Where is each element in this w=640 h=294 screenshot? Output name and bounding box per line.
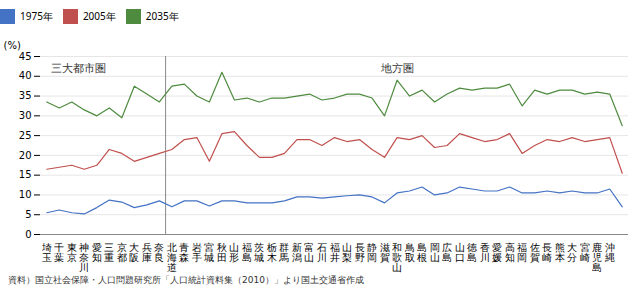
- svg-text:大分: 大分: [567, 242, 577, 263]
- svg-text:愛知: 愛知: [92, 242, 102, 263]
- svg-text:佐賀: 佐賀: [530, 242, 540, 263]
- svg-text:福島: 福島: [242, 242, 252, 263]
- svg-text:兵庫: 兵庫: [142, 242, 152, 263]
- svg-text:群馬: 群馬: [278, 242, 289, 263]
- svg-text:福岡: 福岡: [517, 242, 527, 263]
- svg-text:滋賀: 滋賀: [380, 242, 390, 263]
- svg-text:埼玉: 埼玉: [41, 242, 52, 263]
- svg-text:秋田: 秋田: [217, 242, 227, 263]
- svg-text:茨城: 茨城: [253, 242, 264, 263]
- html-text:1975年: 1975年: [20, 9, 53, 23]
- svg-text:20: 20: [19, 150, 32, 161]
- svg-text:和歌山: 和歌山: [392, 242, 402, 273]
- svg-text:地方圏: 地方圏: [380, 62, 414, 75]
- svg-text:山口: 山口: [455, 242, 465, 263]
- svg-text:北海道: 北海道: [167, 242, 177, 273]
- svg-text:30: 30: [19, 110, 32, 121]
- svg-text:岩手: 岩手: [192, 242, 202, 263]
- svg-text:5: 5: [25, 209, 31, 220]
- svg-text:35: 35: [19, 90, 32, 101]
- svg-text:千葉: 千葉: [54, 242, 64, 263]
- svg-text:長崎: 長崎: [542, 242, 552, 263]
- svg-text:沖縄: 沖縄: [604, 242, 615, 263]
- svg-text:香川: 香川: [480, 242, 490, 263]
- svg-text:熊本: 熊本: [555, 242, 565, 263]
- svg-text:徳島: 徳島: [467, 242, 477, 263]
- html-text:2035年: 2035年: [145, 9, 179, 23]
- svg-text:山形: 山形: [229, 242, 239, 263]
- html-text:2005年: 2005年: [82, 9, 116, 23]
- svg-text:福井: 福井: [330, 242, 340, 263]
- svg-text:長野: 長野: [355, 242, 365, 263]
- svg-text:京都: 京都: [117, 242, 127, 263]
- svg-text:三重: 三重: [104, 242, 114, 263]
- svg-text:高知: 高知: [505, 242, 515, 263]
- svg-text:鳥取: 鳥取: [404, 242, 415, 263]
- svg-text:神奈川: 神奈川: [79, 242, 89, 273]
- svg-text:宮崎: 宮崎: [580, 242, 590, 263]
- svg-text:(%): (%): [4, 40, 21, 51]
- svg-text:栃木: 栃木: [267, 242, 277, 263]
- svg-text:40: 40: [19, 70, 32, 81]
- svg-text:石川: 石川: [317, 242, 327, 263]
- svg-text:山梨: 山梨: [342, 242, 352, 263]
- svg-text:三大都市圏: 三大都市圏: [51, 62, 106, 75]
- svg-text:10: 10: [19, 189, 32, 200]
- svg-text:新潟: 新潟: [292, 242, 302, 263]
- html-text:資料）国立社会保障・人口問題研究所「人口統計資料集（2010: 資料）国立社会保障・人口問題研究所「人口統計資料集（2010）」より国土交通省作…: [8, 275, 364, 285]
- svg-text:鹿児島: 鹿児島: [592, 242, 602, 273]
- svg-text:東京: 東京: [67, 242, 77, 263]
- svg-text:45: 45: [19, 51, 32, 62]
- svg-text:広島: 広島: [442, 242, 452, 263]
- svg-text:25: 25: [19, 130, 32, 141]
- svg-text:愛媛: 愛媛: [492, 242, 502, 263]
- svg-text:15: 15: [19, 169, 32, 180]
- svg-text:岡山: 岡山: [430, 242, 440, 263]
- svg-text:0: 0: [25, 229, 31, 240]
- svg-text:奈良: 奈良: [154, 242, 164, 263]
- svg-text:大阪: 大阪: [129, 242, 139, 263]
- svg-text:青森: 青森: [179, 242, 189, 263]
- svg-text:宮城: 宮城: [203, 242, 214, 263]
- svg-text:富山: 富山: [304, 242, 314, 263]
- svg-text:静岡: 静岡: [367, 242, 377, 263]
- svg-text:島根: 島根: [417, 242, 427, 263]
